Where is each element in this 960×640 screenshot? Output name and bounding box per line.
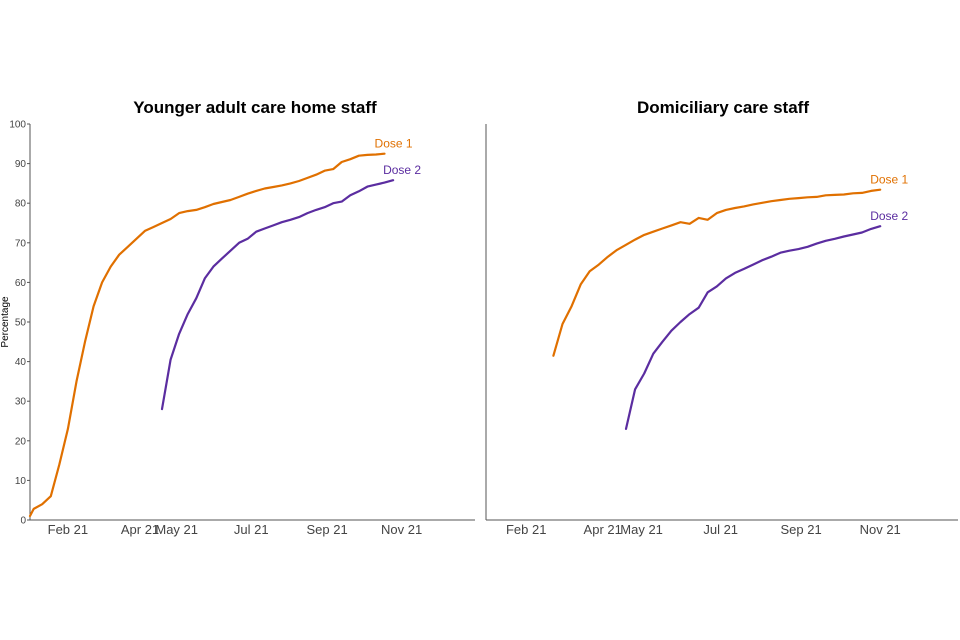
- y-tick-label: 60: [15, 278, 27, 289]
- series-label-dose-2: Dose 2: [870, 209, 908, 223]
- x-tick-label: Sep 21: [780, 522, 821, 537]
- y-tick-label: 20: [15, 436, 27, 447]
- y-tick-label: 70: [15, 238, 27, 249]
- chart-title: Domiciliary care staff: [637, 98, 809, 117]
- x-tick-label: Feb 21: [506, 522, 546, 537]
- y-tick-label: 30: [15, 397, 27, 408]
- series-label-dose-1: Dose 1: [375, 137, 413, 151]
- series-label-dose-2: Dose 2: [383, 163, 421, 177]
- chart-panel-younger-adult: Younger adult care home staff 0 10 20 30 40 5…: [9, 98, 475, 537]
- y-tick-label: 50: [15, 318, 27, 329]
- y-axis-label: Percentage: [0, 296, 11, 348]
- x-tick-label: May 21: [620, 522, 663, 537]
- y-tick-label: 100: [9, 120, 26, 131]
- x-tick-label: Feb 21: [48, 522, 88, 537]
- series-line-dose-2: [160, 179, 395, 411]
- series-label-dose-1: Dose 1: [870, 173, 908, 187]
- series-line-dose-1: [28, 152, 386, 518]
- y-tick-label: 90: [15, 159, 27, 170]
- y-tick-label: 80: [15, 199, 27, 210]
- x-tick-label: Apr 21: [584, 522, 622, 537]
- y-tick-label: 40: [15, 357, 27, 368]
- x-tick-label: Nov 21: [381, 522, 422, 537]
- x-tick-label: Jul 21: [703, 522, 738, 537]
- y-tick-label: 0: [20, 516, 26, 527]
- x-tick-label: Jul 21: [234, 522, 269, 537]
- chart-title: Younger adult care home staff: [133, 98, 377, 117]
- series-line-dose-1: [552, 188, 882, 357]
- x-tick-label: May 21: [155, 522, 198, 537]
- x-tick-label: Apr 21: [121, 522, 159, 537]
- x-tick-label: Nov 21: [860, 522, 901, 537]
- series-line-dose-2: [624, 225, 882, 430]
- y-tick-label: 10: [15, 476, 27, 487]
- x-tick-label: Sep 21: [306, 522, 347, 537]
